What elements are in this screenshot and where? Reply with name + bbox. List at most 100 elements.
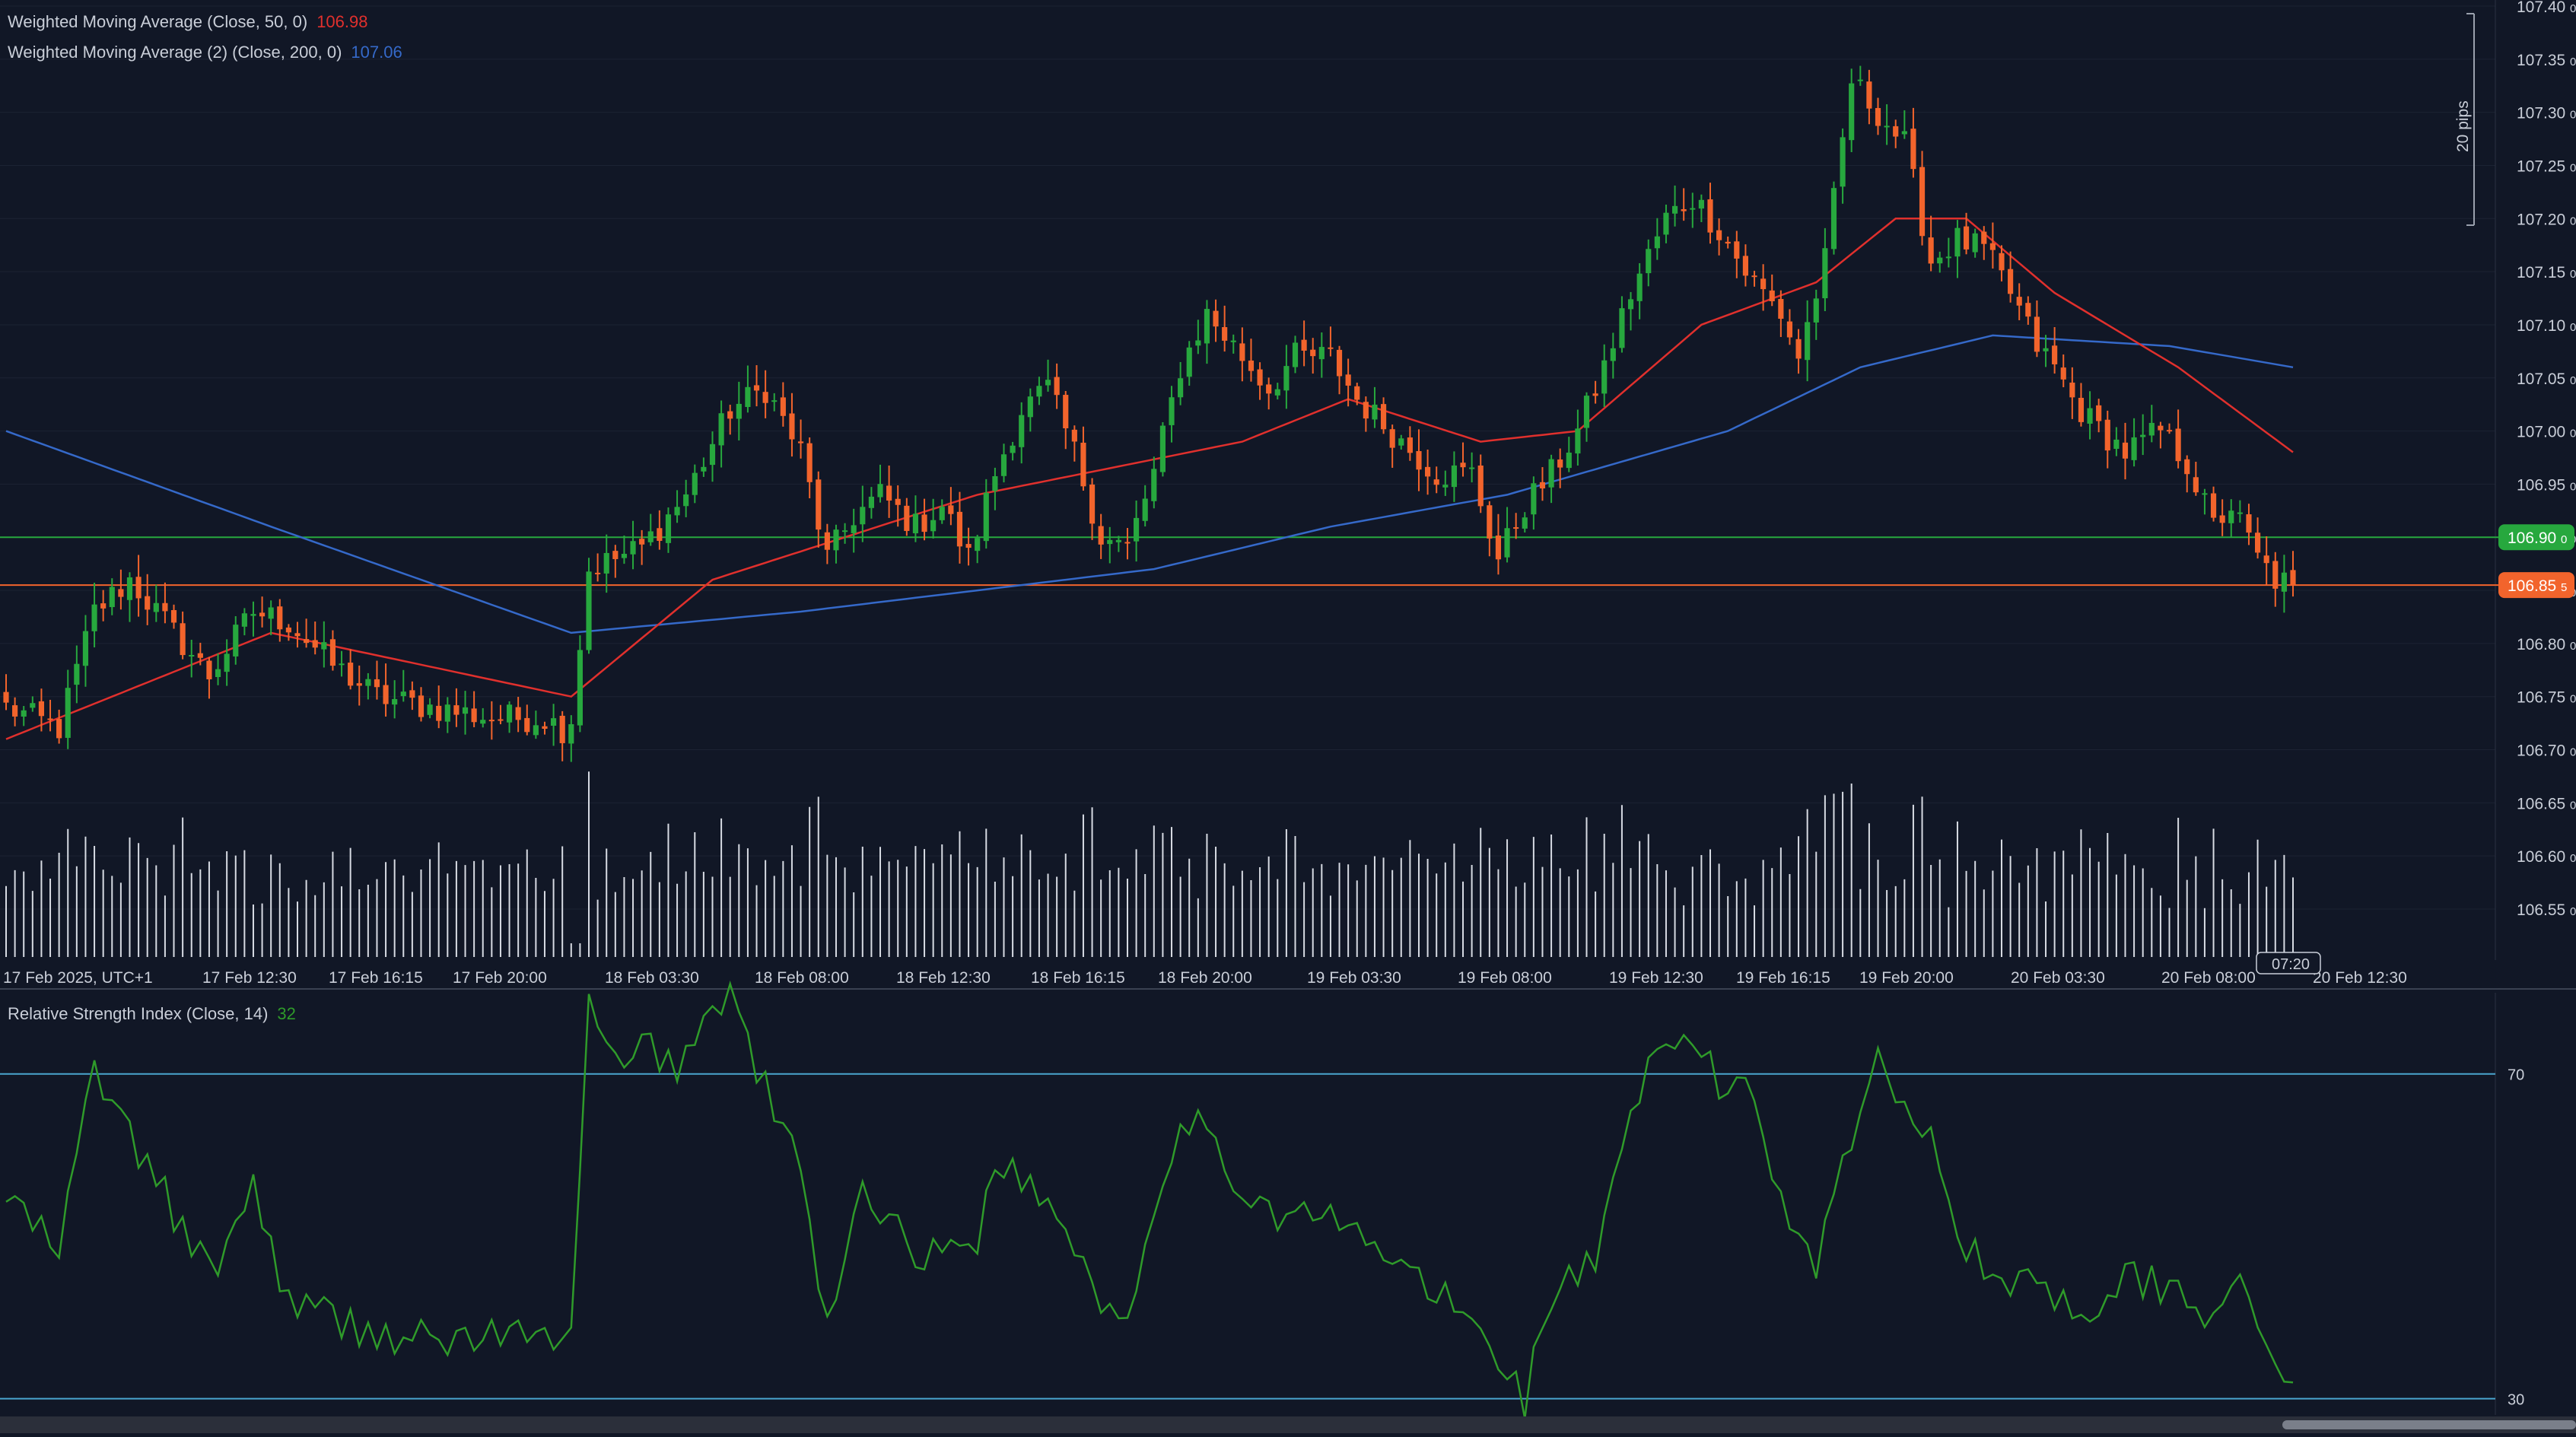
candle-body [2158,425,2164,431]
price-tick-label: 106.55 [2517,901,2565,919]
candle-body [992,476,998,491]
candle-body [1734,241,1740,259]
price-tick-label: 107.30 [2517,105,2565,122]
candle-body [1636,273,1643,301]
candle-body [1124,542,1131,544]
candle-body [1257,369,1263,386]
wma200-legend-label: Weighted Moving Average (2) (Close, 200,… [8,43,342,62]
candle-body [1071,429,1077,442]
candle-body [1646,249,1652,274]
price-badge-1: 106.85 5 [2498,572,2574,599]
candle-body [1213,310,1219,327]
price-tick-suffix: 0 [2570,428,2576,440]
candle-body [1292,342,1299,367]
time-tick-label: 20 Feb 03:30 [2011,969,2105,987]
candle-body [930,520,937,532]
candle-body [126,577,133,600]
candle-body [1531,483,1537,515]
candle-body [1513,527,1519,529]
candle-body [736,403,742,419]
candle-body [797,441,804,443]
candle-body [1063,395,1069,429]
candle-body [1813,298,1819,323]
candle-body [1981,231,1987,244]
candle-body [356,683,362,686]
candle-body [1548,459,1554,488]
price-tick-suffix: 0 [2570,321,2576,334]
candle-body [1725,241,1731,244]
candle-body [444,704,450,722]
candle-body [480,720,486,724]
time-tick-label: 17 Feb 12:30 [202,969,297,987]
candle-body [1080,442,1086,487]
candle-body [824,532,830,550]
candle-body [409,690,415,698]
candle-body [1805,322,1811,361]
candle-body [1310,349,1316,357]
candle-body [665,514,672,543]
candle-body [82,631,89,666]
candle-body [2052,345,2058,364]
candle-body [224,653,230,672]
candle-body [2281,572,2287,592]
candle-body [1151,469,1157,501]
candle-body [1283,366,1290,391]
candle-body [1204,309,1210,344]
candle-body [339,663,345,666]
scrollbar[interactable] [0,1416,2576,1433]
candle-body [2237,512,2243,514]
candle-body [1115,539,1121,542]
price-tick-label: 106.80 [2517,636,2565,653]
candle-body [1380,404,1387,430]
candle-body [1954,227,1961,257]
pips-marker-label: 20 pips [2454,100,2472,152]
candle-body [374,679,380,688]
time-tick-label: 18 Feb 08:00 [755,969,849,987]
time-tick-label: 20 Feb 08:00 [2161,969,2256,987]
candle-body [568,723,574,744]
price-tick-label: 107.35 [2517,52,2565,69]
wma50-legend: Weighted Moving Average (Close, 50, 0) 10… [8,12,367,32]
candle-body [1583,396,1590,428]
candle-body [912,513,919,534]
candle-body [241,613,247,627]
time-tick-label: 19 Feb 20:00 [1859,969,1954,987]
candle-body [1663,212,1669,235]
candle-body [268,607,274,619]
candle-body [621,554,628,558]
time-tick-label: 17 Feb 20:00 [453,969,547,987]
candle-body [1945,256,1951,259]
candle-body [868,496,874,508]
price-tick-label: 106.95 [2517,476,2565,494]
scrollbar-thumb [2282,1420,2576,1429]
candle-body [2202,493,2208,495]
candle-body [1442,485,1449,488]
candle-body [1389,429,1395,448]
candle-body [1134,517,1140,542]
candle-body [2113,439,2120,450]
candle-body [100,603,107,609]
candle-body [65,688,71,738]
candle-body [1778,299,1784,320]
candle-body [348,663,354,686]
price-tick-suffix: 0 [2570,109,2576,122]
candle-body [1910,129,1916,170]
price-badge-bg [2498,524,2574,551]
candle-body [2184,459,2190,475]
candle-body [1089,484,1096,524]
candle-body [771,400,778,402]
candle-body [1142,498,1148,521]
candle-body [2008,269,2014,294]
candle-body [74,663,80,685]
candle-body [595,572,601,574]
candle-body [1866,81,1872,109]
candle-body [1601,360,1608,394]
candle-body [956,511,963,547]
candle-body [2210,493,2217,518]
candle-body [1266,384,1272,394]
volume-series [5,771,2294,957]
candle-body [701,466,707,472]
candle-body [577,650,583,726]
candle-body [383,685,389,704]
